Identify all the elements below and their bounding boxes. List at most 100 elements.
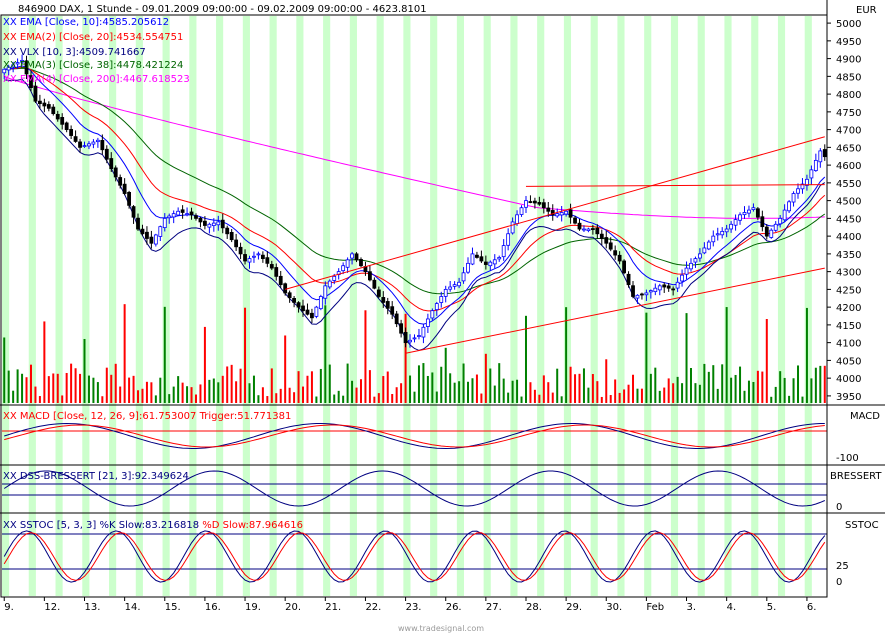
volume-bar (137, 390, 140, 403)
volume-bar (168, 394, 171, 403)
volume-bar (730, 377, 733, 403)
candle-body (69, 128, 74, 136)
candle-body (55, 113, 60, 120)
candle-body (136, 217, 140, 230)
price-tick-label: 4500 (836, 197, 861, 208)
time-tick-label: 16. (205, 602, 221, 613)
candle-body (243, 254, 247, 262)
volume-bar (395, 387, 398, 403)
volume-bar (333, 394, 336, 403)
candle-body (376, 289, 381, 297)
session-band (376, 16, 384, 596)
candle-body (439, 296, 444, 303)
volume-bar (346, 363, 349, 403)
candle-body (720, 230, 725, 236)
volume-bar (16, 369, 19, 403)
candle-body (809, 169, 814, 179)
candle-body (33, 85, 38, 102)
candle-body (519, 207, 524, 215)
candle-body (608, 242, 613, 250)
volume-bar (596, 381, 599, 403)
candle-body (524, 200, 528, 208)
candle-body (680, 274, 684, 282)
volume-bar (172, 386, 175, 403)
candle-body (537, 202, 542, 205)
volume-bar (502, 378, 505, 403)
volume-bar (128, 377, 131, 403)
candle-body (443, 288, 448, 297)
price-tick-label: 4800 (836, 90, 861, 101)
candle-body (323, 285, 328, 299)
volume-bar (681, 383, 684, 403)
candle-body (501, 245, 506, 258)
header-title: 846900 DAX, 1 Stunde - 09.01.2009 09:00:… (18, 4, 427, 15)
volume-bar (636, 388, 639, 403)
candle-body (122, 183, 127, 194)
volume-bar (574, 374, 577, 403)
volume-bar (208, 379, 211, 403)
volume-bar (725, 307, 728, 403)
volume-bar (640, 388, 643, 403)
session-band (537, 16, 545, 596)
volume-bar (297, 371, 300, 403)
volume-bar (529, 382, 532, 403)
volume-bar (190, 387, 193, 403)
volume-bar (70, 363, 73, 403)
candle-body (760, 216, 765, 228)
trend-line (525, 184, 825, 187)
volume-bar (600, 396, 603, 403)
volume-bar (270, 368, 273, 403)
candle-body (541, 202, 546, 209)
volume-bar (658, 390, 661, 403)
candle-body (287, 292, 292, 299)
volume-bar (110, 374, 113, 403)
time-tick-label: 13. (85, 602, 101, 613)
volume-bar (257, 395, 260, 403)
volume-bar (315, 396, 318, 403)
candle-body (515, 214, 519, 224)
candle-body (15, 62, 20, 65)
volume-bar (560, 396, 563, 403)
candle-body (421, 326, 426, 338)
ema10-line (4, 65, 826, 325)
volume-bar (409, 375, 412, 403)
macd-trigger-line (4, 424, 825, 448)
time-tick-label: 19. (245, 602, 261, 613)
session-band (697, 16, 705, 596)
watermark: www.tradesignal.com (398, 624, 484, 633)
volume-bar (96, 382, 99, 403)
session-band (109, 16, 117, 596)
volume-bar (426, 375, 429, 403)
volume-bar (805, 307, 808, 403)
candle-body (194, 215, 198, 219)
volume-bar (119, 386, 122, 403)
candle-body (162, 217, 167, 229)
volume-bar (226, 366, 229, 403)
volume-bar (801, 396, 804, 403)
price-tick-label: 4150 (836, 321, 861, 332)
currency-label: EUR (856, 5, 877, 16)
volume-bar (359, 379, 362, 403)
volume-bar (694, 383, 697, 403)
volume-bar (743, 390, 746, 403)
volume-bar (810, 378, 813, 403)
candle-body (318, 296, 323, 310)
candle-body (153, 234, 158, 245)
candle-body (568, 209, 573, 218)
volume-bar (475, 374, 478, 403)
volume-bar (538, 394, 541, 403)
candle-body (296, 302, 301, 308)
volume-bar (386, 371, 389, 403)
candle-body (782, 209, 787, 221)
candle-body (345, 259, 350, 268)
time-tick-label: 21. (325, 602, 341, 613)
candle-body (582, 228, 586, 231)
session-band (430, 16, 438, 596)
candle-body (573, 217, 577, 224)
candle-body (738, 214, 742, 221)
candle-body (189, 211, 194, 216)
candle-body (327, 280, 332, 288)
price-tick-label: 4700 (836, 126, 861, 137)
volume-bar (284, 335, 287, 403)
